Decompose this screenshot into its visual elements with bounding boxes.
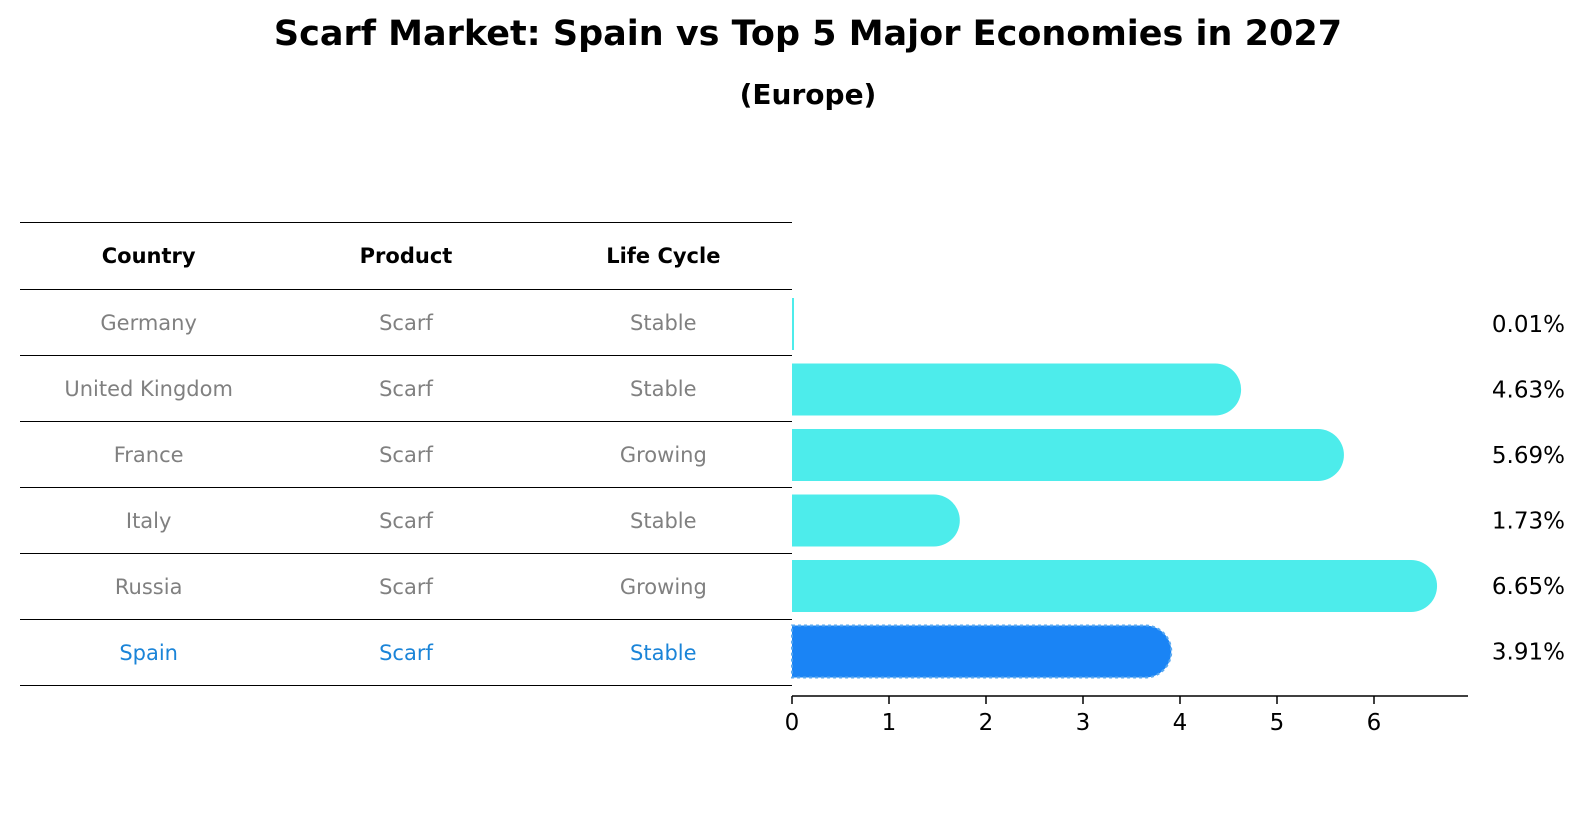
value-label: 6.65% bbox=[1492, 574, 1565, 600]
header-product: Product bbox=[359, 244, 453, 268]
x-tick-label: 5 bbox=[1270, 710, 1285, 736]
cell-life-cycle: Stable bbox=[630, 310, 697, 335]
x-tick-label: 3 bbox=[1076, 710, 1091, 736]
value-label: 3.91% bbox=[1492, 640, 1565, 666]
cell-product: Scarf bbox=[379, 442, 433, 467]
x-tick-label: 1 bbox=[882, 710, 897, 736]
value-label: 1.73% bbox=[1492, 509, 1565, 535]
value-label: 0.01% bbox=[1492, 312, 1565, 338]
value-label: 5.69% bbox=[1492, 443, 1565, 469]
cell-life-cycle: Growing bbox=[619, 442, 707, 467]
table-row: Russia Scarf Growing bbox=[20, 554, 792, 620]
value-label: 4.63% bbox=[1492, 378, 1565, 404]
cell-product: Scarf bbox=[379, 310, 433, 335]
highlight-bar bbox=[791, 624, 1173, 679]
bar bbox=[792, 494, 960, 547]
cell-product: Scarf bbox=[379, 508, 433, 533]
x-tick-label: 2 bbox=[979, 710, 994, 736]
cell-product: Scarf bbox=[379, 376, 433, 401]
table-row: United Kingdom Scarf Stable bbox=[20, 356, 792, 422]
bar bbox=[792, 298, 794, 350]
cell-life-cycle: Stable bbox=[630, 640, 697, 665]
table-header-row: Country Product Life Cycle bbox=[20, 222, 792, 290]
cell-country: Germany bbox=[100, 310, 197, 335]
cell-life-cycle: Stable bbox=[630, 508, 697, 533]
x-tick-label: 4 bbox=[1173, 710, 1188, 736]
chart-title: Scarf Market: Spain vs Top 5 Major Econo… bbox=[273, 14, 1343, 54]
cell-country: United Kingdom bbox=[64, 376, 233, 401]
bar bbox=[792, 429, 1344, 481]
x-tick-label: 0 bbox=[785, 710, 800, 736]
bar bbox=[792, 363, 1242, 416]
cell-country: Russia bbox=[114, 574, 183, 599]
cell-country: France bbox=[113, 442, 184, 467]
table-row: France Scarf Growing bbox=[20, 422, 792, 488]
x-tick-label: 6 bbox=[1367, 710, 1382, 736]
header-life-cycle: Life Cycle bbox=[606, 244, 721, 268]
data-table: Country Product Life Cycle Germany Scarf… bbox=[20, 222, 792, 686]
table-row: Germany Scarf Stable bbox=[20, 290, 792, 356]
cell-country: Spain bbox=[119, 640, 178, 665]
cell-product: Scarf bbox=[379, 640, 433, 665]
chart-subtitle: (Europe) bbox=[739, 78, 877, 111]
cell-life-cycle: Stable bbox=[630, 376, 697, 401]
table-row: Italy Scarf Stable bbox=[20, 488, 792, 554]
bar bbox=[792, 560, 1438, 612]
cell-country: Italy bbox=[125, 508, 172, 533]
table-row-highlight: Spain Scarf Stable bbox=[20, 620, 792, 686]
header-country: Country bbox=[101, 244, 196, 268]
cell-life-cycle: Growing bbox=[619, 574, 707, 599]
cell-product: Scarf bbox=[379, 574, 433, 599]
